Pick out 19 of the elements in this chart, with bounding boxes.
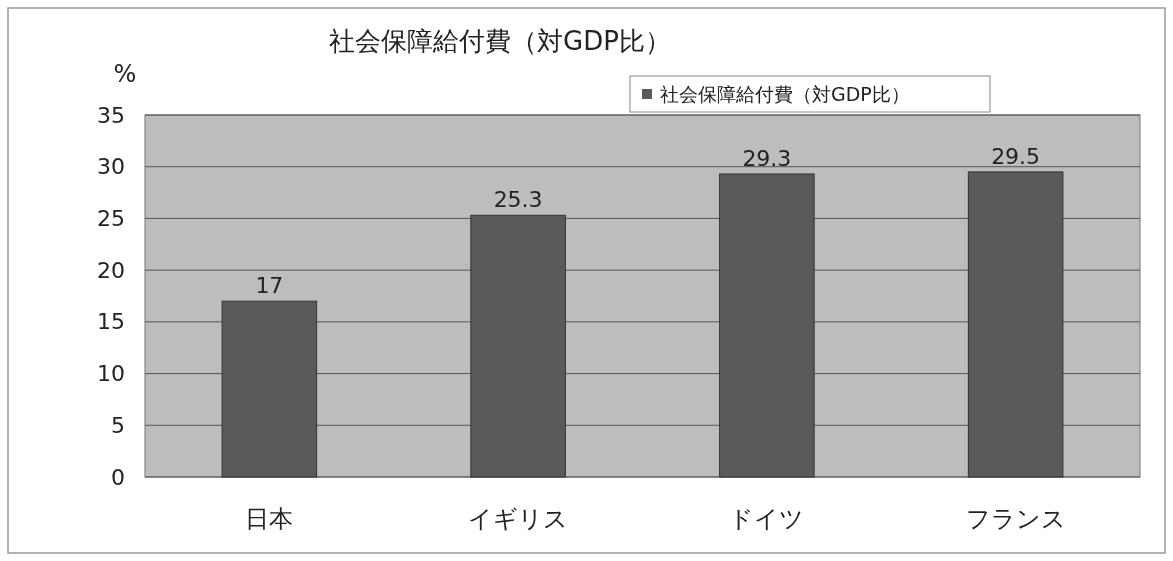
y-tick-label: 0 [111,464,125,490]
x-tick-label: フランス [965,505,1066,533]
legend-label: 社会保障給付費（対GDP比） [660,83,910,105]
chart-title: 社会保障給付費（対GDP比） [329,26,671,56]
y-tick-label: 5 [111,412,125,438]
x-tick-label: イギリス [468,505,569,533]
x-tick-label: ドイツ [729,505,805,533]
x-tick-label: 日本 [245,505,294,533]
y-tick-label: 30 [97,154,125,180]
y-tick-label: 20 [97,257,125,283]
y-axis-title: % [113,60,137,88]
data-label: 29.3 [742,145,792,171]
y-tick-label: 10 [97,361,125,387]
data-label: 29.5 [991,143,1041,169]
y-tick-label: 15 [97,309,125,335]
y-tick-label: 25 [97,205,125,231]
data-label: 25.3 [493,187,543,213]
y-tick-label: 35 [97,102,125,128]
data-label: 17 [255,273,284,299]
